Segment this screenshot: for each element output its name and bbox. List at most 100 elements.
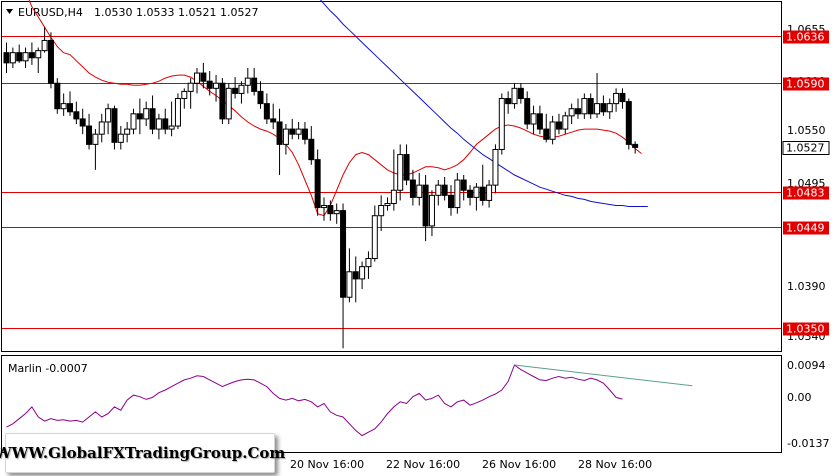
candle [505, 91, 512, 114]
candle-body [130, 113, 137, 130]
candle-body [149, 108, 156, 130]
menu-triangle-icon[interactable] [6, 9, 13, 14]
candle [60, 93, 67, 116]
candle [16, 44, 23, 63]
candle [35, 47, 42, 74]
candle [168, 101, 175, 137]
candle [117, 126, 124, 150]
candle-body [524, 98, 531, 125]
candle-body [460, 179, 467, 191]
candles [3, 27, 639, 349]
candle-body [47, 39, 54, 84]
candle-body [22, 52, 29, 62]
price-tick: 1.0390 [787, 280, 826, 293]
candle [467, 185, 474, 206]
candle-body [28, 52, 35, 59]
candle [359, 261, 366, 290]
candle [416, 172, 423, 206]
candle-body [270, 118, 277, 123]
candle [54, 78, 61, 114]
candle [282, 124, 289, 155]
candle [594, 73, 601, 118]
current-price-box [782, 141, 830, 155]
candle [244, 67, 251, 94]
candle-body [92, 133, 99, 145]
candle-body [359, 266, 366, 280]
candle-body [390, 189, 397, 204]
candle [555, 113, 562, 135]
candle [498, 93, 505, 155]
candle [213, 75, 220, 102]
candle [105, 103, 112, 135]
candle-body [346, 271, 353, 298]
indicator-axis: 0.0094 0.00 -0.0137 [787, 359, 829, 450]
candle-body [244, 77, 251, 86]
candle [270, 103, 277, 130]
candle-body [575, 108, 581, 115]
candle [295, 121, 302, 140]
symbol-label: EURUSD,H4 [18, 6, 83, 19]
current-price-label: 1.0527 [786, 142, 825, 155]
candle-body [568, 108, 575, 117]
candle [67, 91, 73, 116]
candle-body [314, 159, 321, 209]
candle-body [238, 84, 245, 94]
candle [162, 108, 169, 135]
candle [428, 190, 435, 237]
candle-body [371, 215, 378, 260]
candle [333, 203, 340, 224]
candle-body [257, 90, 264, 105]
candle [543, 113, 550, 143]
candle [435, 180, 442, 206]
candle [606, 98, 613, 119]
level-price-box [783, 30, 829, 44]
candle [9, 47, 16, 68]
candle [251, 67, 258, 96]
candle-body [403, 154, 410, 181]
candle-body [301, 128, 308, 140]
candle [613, 88, 620, 112]
candle [301, 121, 308, 145]
candle [181, 88, 188, 109]
candle-body [549, 121, 556, 140]
candle-body [168, 125, 175, 130]
level-price-box [783, 322, 829, 336]
candle-body [384, 202, 391, 207]
candle [371, 205, 378, 262]
candle-body [155, 118, 162, 130]
level-price-box [783, 186, 829, 200]
ohlc-label: 1.0530 1.0533 1.0521 1.0527 [94, 6, 258, 19]
candle [314, 149, 321, 216]
candle-body [16, 52, 23, 62]
candle [327, 200, 334, 221]
candle [619, 88, 626, 109]
candle [219, 78, 226, 124]
level-price-label: 1.0350 [786, 323, 825, 336]
candle [238, 81, 245, 104]
candle [397, 144, 404, 201]
candle [562, 111, 569, 135]
candle-body [479, 186, 486, 201]
level-lines: 1.0636 1.0590 1.0483 1.0449 1.0350 [2, 30, 829, 336]
candle [600, 95, 607, 116]
candle-body [467, 189, 474, 198]
candle-body [543, 128, 550, 140]
divergence-trendline [514, 364, 693, 387]
candle-body [289, 128, 296, 135]
candle [492, 144, 499, 194]
candle [289, 118, 296, 140]
candle [587, 93, 594, 119]
candle-body [581, 98, 588, 115]
indicator-tick: 0.00 [787, 391, 812, 404]
candle [378, 195, 385, 231]
candle-body [606, 103, 613, 113]
candle-body [35, 50, 42, 59]
candle-body [117, 133, 124, 143]
candle [187, 78, 194, 109]
candle-body [86, 125, 93, 145]
candle [581, 93, 588, 119]
candle-body [473, 186, 480, 198]
candle [174, 93, 181, 130]
candle [149, 95, 156, 135]
